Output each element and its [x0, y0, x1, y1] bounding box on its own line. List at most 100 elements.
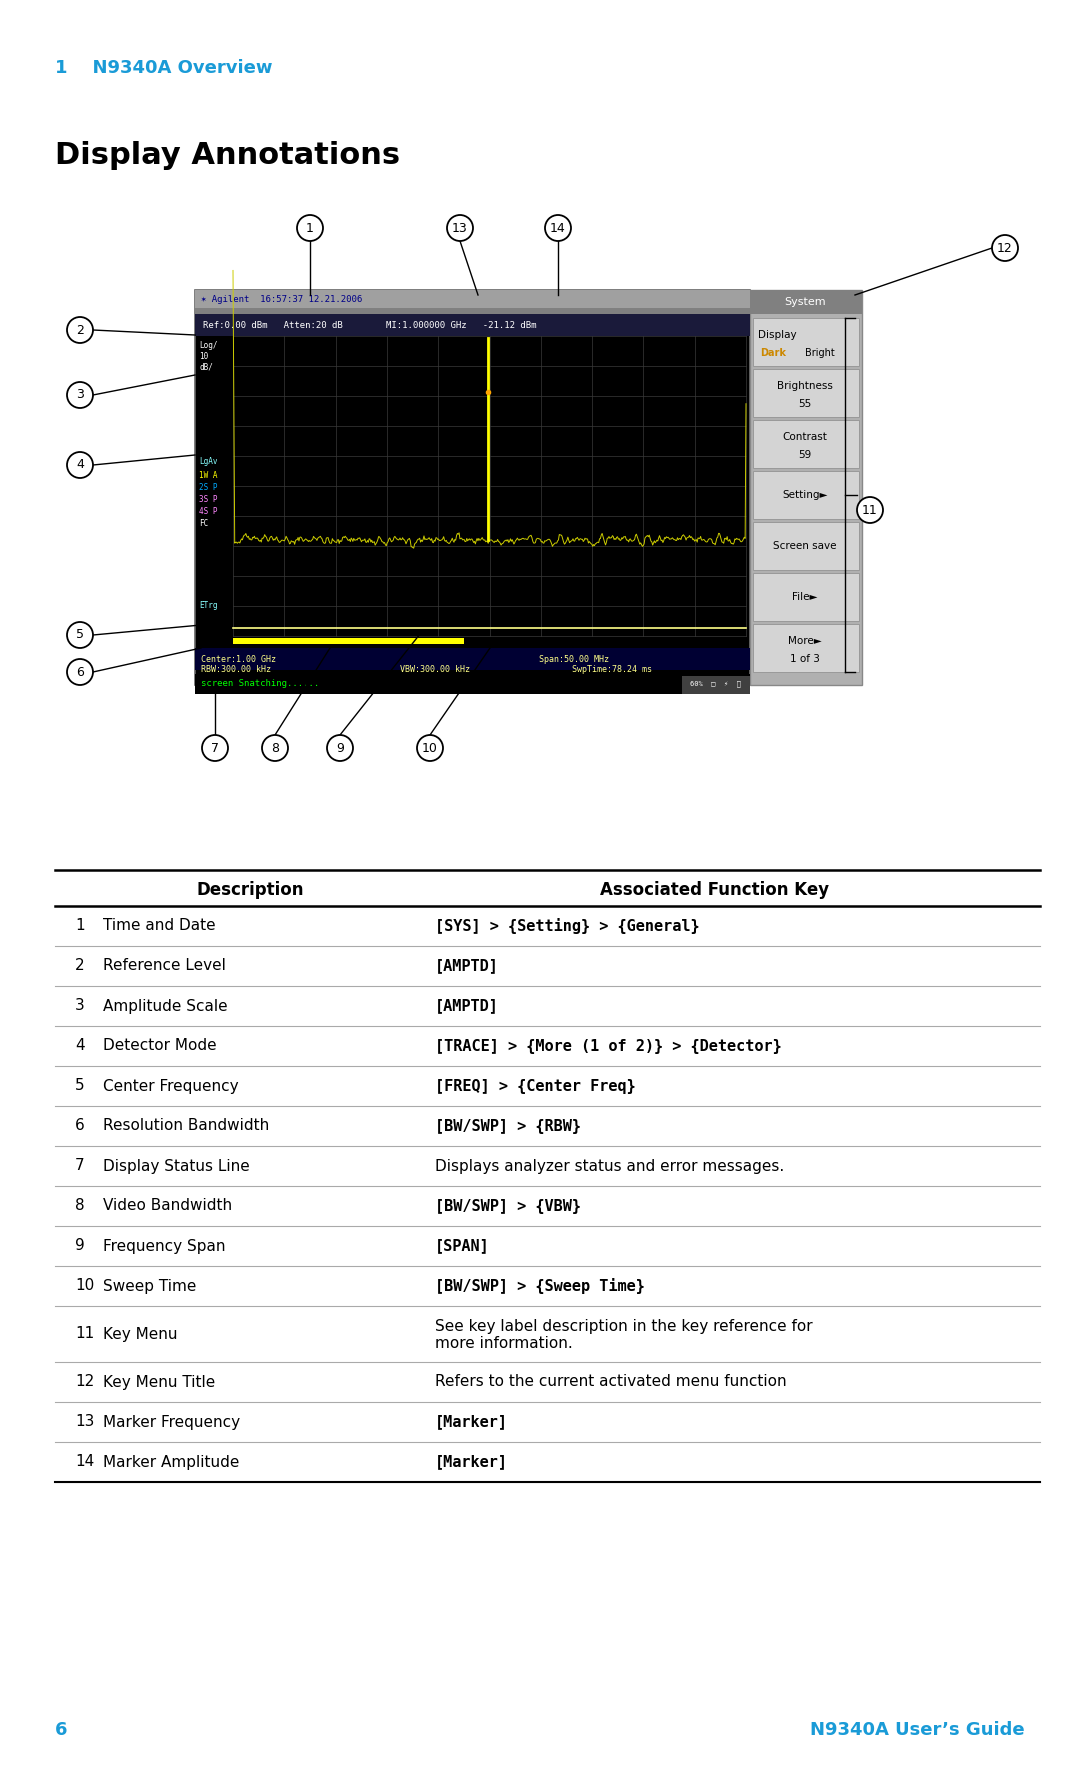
- Text: Setting►: Setting►: [782, 491, 827, 500]
- Text: Ref:0.00 dBm   Atten:20 dB: Ref:0.00 dBm Atten:20 dB: [203, 320, 342, 329]
- Text: [AMPTD]: [AMPTD]: [435, 958, 499, 974]
- Text: [AMPTD]: [AMPTD]: [435, 999, 499, 1013]
- Text: 1    N9340A Overview: 1 N9340A Overview: [55, 59, 272, 76]
- Circle shape: [67, 316, 93, 343]
- Bar: [753, 318, 859, 366]
- Text: SwpTime:78.24 ms: SwpTime:78.24 ms: [572, 665, 652, 674]
- Text: screen Snatching......: screen Snatching......: [201, 679, 320, 688]
- Circle shape: [993, 235, 1018, 261]
- Text: 4: 4: [75, 1038, 84, 1054]
- Text: Display Status Line: Display Status Line: [103, 1159, 249, 1173]
- Text: 6: 6: [75, 1118, 84, 1134]
- Text: LgAv: LgAv: [199, 457, 217, 466]
- Text: [BW/SWP] > {VBW}: [BW/SWP] > {VBW}: [435, 1198, 581, 1214]
- Text: 10: 10: [199, 352, 208, 361]
- Text: 2: 2: [75, 958, 84, 974]
- Text: 7: 7: [211, 741, 219, 754]
- Bar: [195, 674, 750, 693]
- Text: Resolution Bandwidth: Resolution Bandwidth: [103, 1118, 269, 1134]
- Text: 12: 12: [997, 242, 1013, 254]
- Text: Display: Display: [758, 329, 797, 340]
- Text: Sweep Time: Sweep Time: [103, 1278, 197, 1294]
- Text: 1 of 3: 1 of 3: [791, 654, 820, 663]
- Text: Displays analyzer status and error messages.: Displays analyzer status and error messa…: [435, 1159, 784, 1173]
- Text: 3S P: 3S P: [199, 496, 217, 505]
- Text: 2: 2: [76, 324, 84, 336]
- Bar: [195, 290, 862, 315]
- Text: 6: 6: [76, 665, 84, 679]
- Text: Bright: Bright: [805, 347, 835, 357]
- Text: 8: 8: [75, 1198, 84, 1214]
- Circle shape: [417, 734, 443, 761]
- Text: 4S P: 4S P: [199, 507, 217, 516]
- Text: 1: 1: [306, 222, 314, 235]
- Text: Refers to the current activated menu function: Refers to the current activated menu fun…: [435, 1374, 786, 1389]
- Text: Center:1.00 GHz: Center:1.00 GHz: [201, 654, 276, 663]
- Text: dB/: dB/: [199, 363, 213, 372]
- Text: Time and Date: Time and Date: [103, 919, 216, 933]
- Text: 12: 12: [75, 1374, 94, 1389]
- Text: RBW:300.00 kHz: RBW:300.00 kHz: [201, 665, 271, 674]
- Text: 13: 13: [453, 222, 468, 235]
- Text: 55: 55: [798, 398, 812, 409]
- Text: 2S P: 2S P: [199, 484, 217, 493]
- Bar: [753, 420, 859, 468]
- Circle shape: [262, 734, 288, 761]
- Circle shape: [67, 452, 93, 478]
- Bar: [750, 290, 862, 685]
- Circle shape: [202, 734, 228, 761]
- Bar: [753, 370, 859, 418]
- Text: Key Menu Title: Key Menu Title: [103, 1374, 215, 1389]
- Text: Span:50.00 MHz: Span:50.00 MHz: [539, 654, 609, 663]
- Text: Marker Amplitude: Marker Amplitude: [103, 1454, 240, 1469]
- Text: MI:1.000000 GHz   -21.12 dBm: MI:1.000000 GHz -21.12 dBm: [387, 320, 537, 329]
- Circle shape: [327, 734, 353, 761]
- Text: 3: 3: [76, 389, 84, 402]
- Circle shape: [67, 660, 93, 685]
- Text: 3: 3: [75, 999, 84, 1013]
- Text: File►: File►: [793, 592, 818, 603]
- Bar: [195, 290, 750, 685]
- Text: Associated Function Key: Associated Function Key: [600, 882, 829, 900]
- Bar: [195, 315, 750, 336]
- Bar: [753, 573, 859, 621]
- Bar: [753, 523, 859, 571]
- Text: VBW:300.00 kHz: VBW:300.00 kHz: [401, 665, 471, 674]
- Text: 7: 7: [75, 1159, 84, 1173]
- Text: 10: 10: [75, 1278, 94, 1294]
- Text: 60%  □  ⚡  🖻: 60% □ ⚡ 🖻: [690, 681, 741, 688]
- Bar: [753, 471, 859, 519]
- Text: Dark: Dark: [760, 347, 786, 357]
- Bar: [233, 638, 463, 644]
- Text: 11: 11: [75, 1326, 94, 1341]
- Text: 8: 8: [271, 741, 279, 754]
- Text: 6: 6: [55, 1721, 67, 1739]
- Text: 4: 4: [76, 459, 84, 471]
- Circle shape: [297, 215, 323, 242]
- Text: 9: 9: [336, 741, 343, 754]
- Text: 5: 5: [75, 1079, 84, 1093]
- Circle shape: [67, 382, 93, 407]
- Circle shape: [67, 622, 93, 647]
- Bar: [195, 647, 750, 670]
- Text: [SPAN]: [SPAN]: [435, 1239, 489, 1253]
- Text: Contrast: Contrast: [783, 432, 827, 441]
- Text: 10: 10: [422, 741, 437, 754]
- Text: 14: 14: [550, 222, 566, 235]
- Text: Center Frequency: Center Frequency: [103, 1079, 239, 1093]
- Text: Display Annotations: Display Annotations: [55, 140, 400, 169]
- Text: More►: More►: [788, 637, 822, 645]
- Text: 1W A: 1W A: [199, 471, 217, 480]
- Circle shape: [858, 498, 883, 523]
- Text: 11: 11: [862, 503, 878, 516]
- Text: Key Menu: Key Menu: [103, 1326, 177, 1341]
- Text: Frequency Span: Frequency Span: [103, 1239, 226, 1253]
- Text: more information.: more information.: [435, 1337, 572, 1351]
- Text: N9340A User’s Guide: N9340A User’s Guide: [810, 1721, 1025, 1739]
- Text: 59: 59: [798, 450, 812, 459]
- Text: [Marker]: [Marker]: [435, 1415, 508, 1430]
- Bar: [195, 290, 750, 308]
- Text: [FREQ] > {Center Freq}: [FREQ] > {Center Freq}: [435, 1079, 636, 1093]
- Text: See key label description in the key reference for: See key label description in the key ref…: [435, 1319, 812, 1334]
- Text: [TRACE] > {More (1 of 2)} > {Detector}: [TRACE] > {More (1 of 2)} > {Detector}: [435, 1038, 782, 1054]
